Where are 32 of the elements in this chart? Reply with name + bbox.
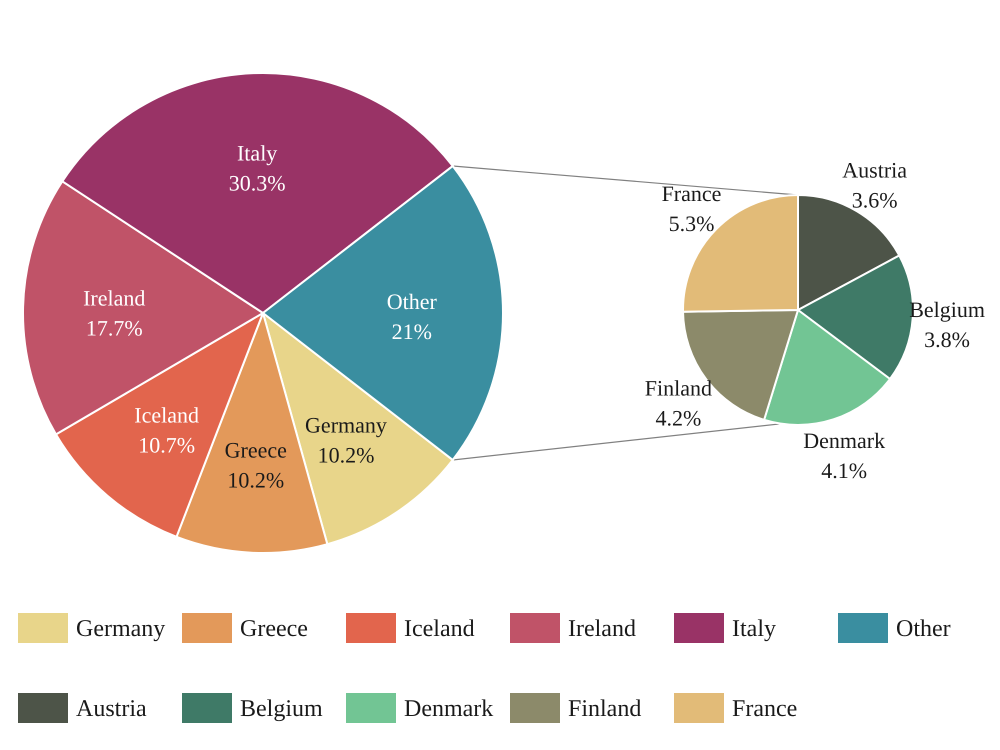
slice-label: Finland [644, 376, 712, 401]
legend-label: Finland [568, 696, 642, 722]
data-label: 17.7% [86, 315, 143, 340]
legend-label: Iceland [404, 616, 475, 642]
legend-label: Germany [76, 616, 166, 642]
legend-label: Denmark [404, 696, 494, 722]
legend-label: Italy [732, 616, 776, 642]
slice-label: Greece [224, 438, 287, 463]
data-label: 30.3% [228, 170, 286, 196]
slice-label: France [662, 181, 722, 206]
data-label: 4.2% [655, 406, 702, 431]
legend-label: Greece [240, 616, 308, 642]
legend-label: Austria [76, 696, 147, 722]
slice-label: Other [386, 289, 438, 314]
data-label: 4.1% [821, 458, 868, 484]
data-label: 5.3% [668, 211, 714, 236]
data-label: 10.7% [138, 432, 196, 458]
legend-label: France [732, 696, 798, 722]
slice-label: Austria [842, 158, 908, 183]
data-label: 3.6% [852, 188, 898, 213]
data-label: 10.2% [227, 468, 284, 493]
slice-label: Iceland [134, 402, 199, 428]
slice-label: Denmark [803, 428, 886, 454]
legend-label: Belgium [240, 696, 323, 722]
legend-label: Ireland [568, 616, 636, 642]
data-label: 21% [392, 319, 432, 344]
slice-label: Ireland [83, 285, 146, 310]
data-label: 10.2% [318, 442, 374, 468]
data-label: 3.8% [924, 327, 970, 352]
slice-label: Italy [237, 140, 278, 166]
slice-label: Germany [305, 412, 387, 438]
legend-label: Other [896, 616, 951, 642]
